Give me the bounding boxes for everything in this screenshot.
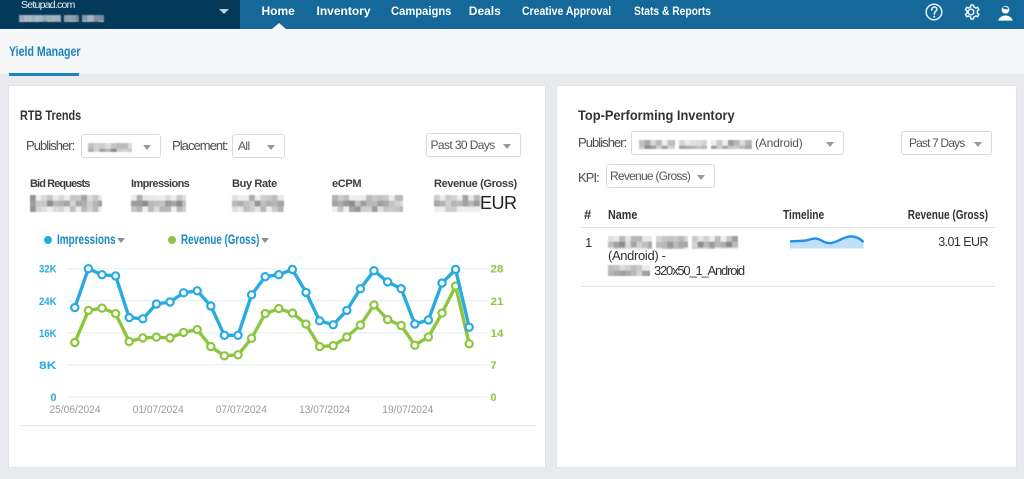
svg-text:19/07/2024: 19/07/2024: [382, 404, 433, 416]
svg-text:25/06/2024: 25/06/2024: [50, 404, 101, 416]
svg-text:24K: 24K: [39, 296, 57, 308]
svg-text:16K: 16K: [39, 328, 57, 340]
svg-text:01/07/2024: 01/07/2024: [133, 404, 184, 416]
svg-text:28: 28: [491, 264, 504, 276]
svg-text:8K: 8K: [39, 360, 57, 372]
svg-text:14: 14: [491, 328, 505, 340]
svg-text:07/07/2024: 07/07/2024: [216, 404, 267, 416]
svg-text:0: 0: [50, 392, 56, 404]
svg-text:21: 21: [491, 296, 504, 308]
svg-text:0: 0: [491, 392, 497, 404]
svg-text:32K: 32K: [39, 264, 57, 276]
svg-text:7: 7: [491, 360, 497, 372]
svg-text:13/07/2024: 13/07/2024: [299, 404, 350, 416]
